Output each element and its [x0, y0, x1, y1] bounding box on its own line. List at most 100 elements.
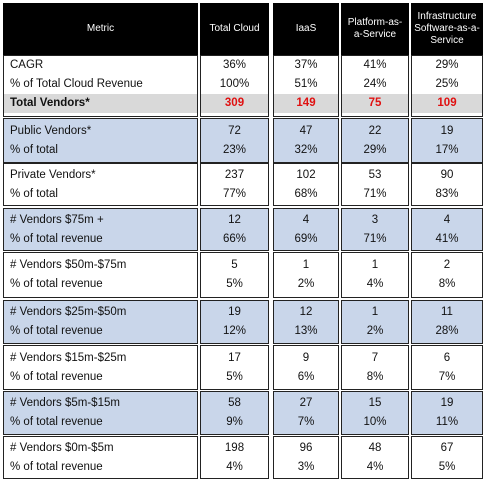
value-cell: 4%	[366, 278, 384, 290]
group-cell	[3, 391, 198, 435]
highlight-band	[201, 94, 268, 113]
header-cell: Metric	[3, 3, 198, 55]
group-cell	[3, 118, 198, 163]
value-cell: 32%	[294, 143, 318, 156]
highlight-band	[274, 94, 338, 113]
value-cell: 4%	[226, 460, 243, 473]
value-cell: 11	[441, 306, 453, 318]
value-cell: 24%	[363, 78, 387, 90]
metric-label: % of total	[10, 143, 58, 156]
value-cell: 47	[299, 124, 313, 137]
value-cell: 17%	[435, 143, 459, 156]
group-cell	[273, 118, 339, 163]
group-cell	[3, 300, 198, 344]
group-cell	[341, 163, 409, 206]
value-cell: 28%	[435, 325, 459, 337]
group-cell	[411, 163, 483, 206]
metric-label: Private Vendors*	[10, 168, 96, 181]
value-cell: 309	[224, 97, 245, 109]
value-cell: 29%	[363, 143, 387, 156]
group-cell	[411, 391, 483, 435]
group-cell	[411, 300, 483, 344]
value-cell: 67	[440, 441, 454, 454]
value-cell: 11%	[435, 416, 459, 428]
value-cell: 29%	[435, 59, 459, 71]
group-cell	[3, 163, 198, 206]
metric-label: CAGR	[10, 59, 44, 71]
group-cell	[273, 208, 339, 251]
value-cell: 9%	[226, 416, 243, 428]
group-cell	[3, 208, 198, 251]
value-cell: 15	[368, 397, 382, 409]
value-cell: 8%	[366, 370, 384, 383]
metric-label: # Vendors $15m-$25m	[10, 351, 127, 364]
value-cell: 198	[224, 441, 245, 454]
value-cell: 1	[371, 306, 379, 318]
group-cell	[200, 208, 269, 251]
value-cell: 12%	[222, 325, 247, 337]
value-cell: 71%	[363, 187, 387, 200]
value-cell: 6	[443, 351, 451, 364]
highlight-band	[342, 94, 408, 113]
value-cell: 83%	[435, 187, 459, 200]
value-cell: 4%	[366, 460, 384, 473]
group-cell	[273, 345, 339, 390]
value-cell: 69%	[294, 232, 318, 245]
group-cell	[273, 300, 339, 344]
value-cell: 37%	[294, 59, 318, 71]
value-cell: 4	[302, 213, 310, 226]
metric-label: Total Vendors*	[10, 97, 90, 109]
metric-label: Public Vendors*	[10, 124, 92, 137]
group-cell	[3, 436, 198, 479]
group-cell	[341, 436, 409, 479]
value-cell: 2	[443, 259, 451, 271]
value-cell: 5%	[438, 460, 456, 473]
value-cell: 58	[228, 397, 241, 409]
group-cell	[200, 345, 269, 390]
group-cell	[200, 118, 269, 163]
group-cell	[273, 252, 339, 298]
group-cell	[273, 163, 339, 206]
group-cell	[200, 163, 269, 206]
value-cell: 2%	[297, 278, 315, 290]
value-cell: 96	[299, 441, 313, 454]
value-cell: 41%	[363, 59, 387, 71]
value-cell: 109	[437, 97, 457, 109]
value-cell: 10%	[363, 416, 387, 428]
value-cell: 90	[440, 168, 454, 181]
value-cell: 2%	[366, 325, 384, 337]
header-cell: Infrastructure Software-as-a-Service	[411, 3, 483, 55]
group-cell	[200, 300, 269, 344]
value-cell: 19	[228, 306, 241, 318]
value-cell: 19	[440, 124, 454, 137]
group-cell	[273, 391, 339, 435]
value-cell: 41%	[435, 232, 459, 245]
value-cell: 5%	[226, 278, 243, 290]
value-cell: 53	[368, 168, 382, 181]
highlight-band	[4, 94, 197, 113]
group-cell	[273, 436, 339, 479]
value-cell: 51%	[294, 78, 318, 90]
metric-label: # Vendors $25m-$50m	[10, 306, 127, 318]
header-cell: IaaS	[273, 3, 339, 55]
metric-label: % of Total Cloud Revenue	[10, 78, 143, 90]
value-cell: 7%	[297, 416, 315, 428]
value-cell: 36%	[222, 59, 247, 71]
group-cell	[341, 118, 409, 163]
metric-label: % of total revenue	[10, 370, 103, 383]
value-cell: 12	[228, 213, 241, 226]
group-cell	[341, 391, 409, 435]
value-cell: 12	[299, 306, 313, 318]
metric-label: # Vendors $0m-$5m	[10, 441, 114, 454]
group-cell	[341, 208, 409, 251]
value-cell: 3	[371, 213, 379, 226]
highlight-band	[412, 94, 482, 113]
value-cell: 75	[368, 97, 382, 109]
value-cell: 9	[302, 351, 310, 364]
value-cell: 48	[368, 441, 382, 454]
value-cell: 3%	[297, 460, 315, 473]
group-cell	[411, 252, 483, 298]
value-cell: 22	[368, 124, 382, 137]
group-cell	[341, 300, 409, 344]
